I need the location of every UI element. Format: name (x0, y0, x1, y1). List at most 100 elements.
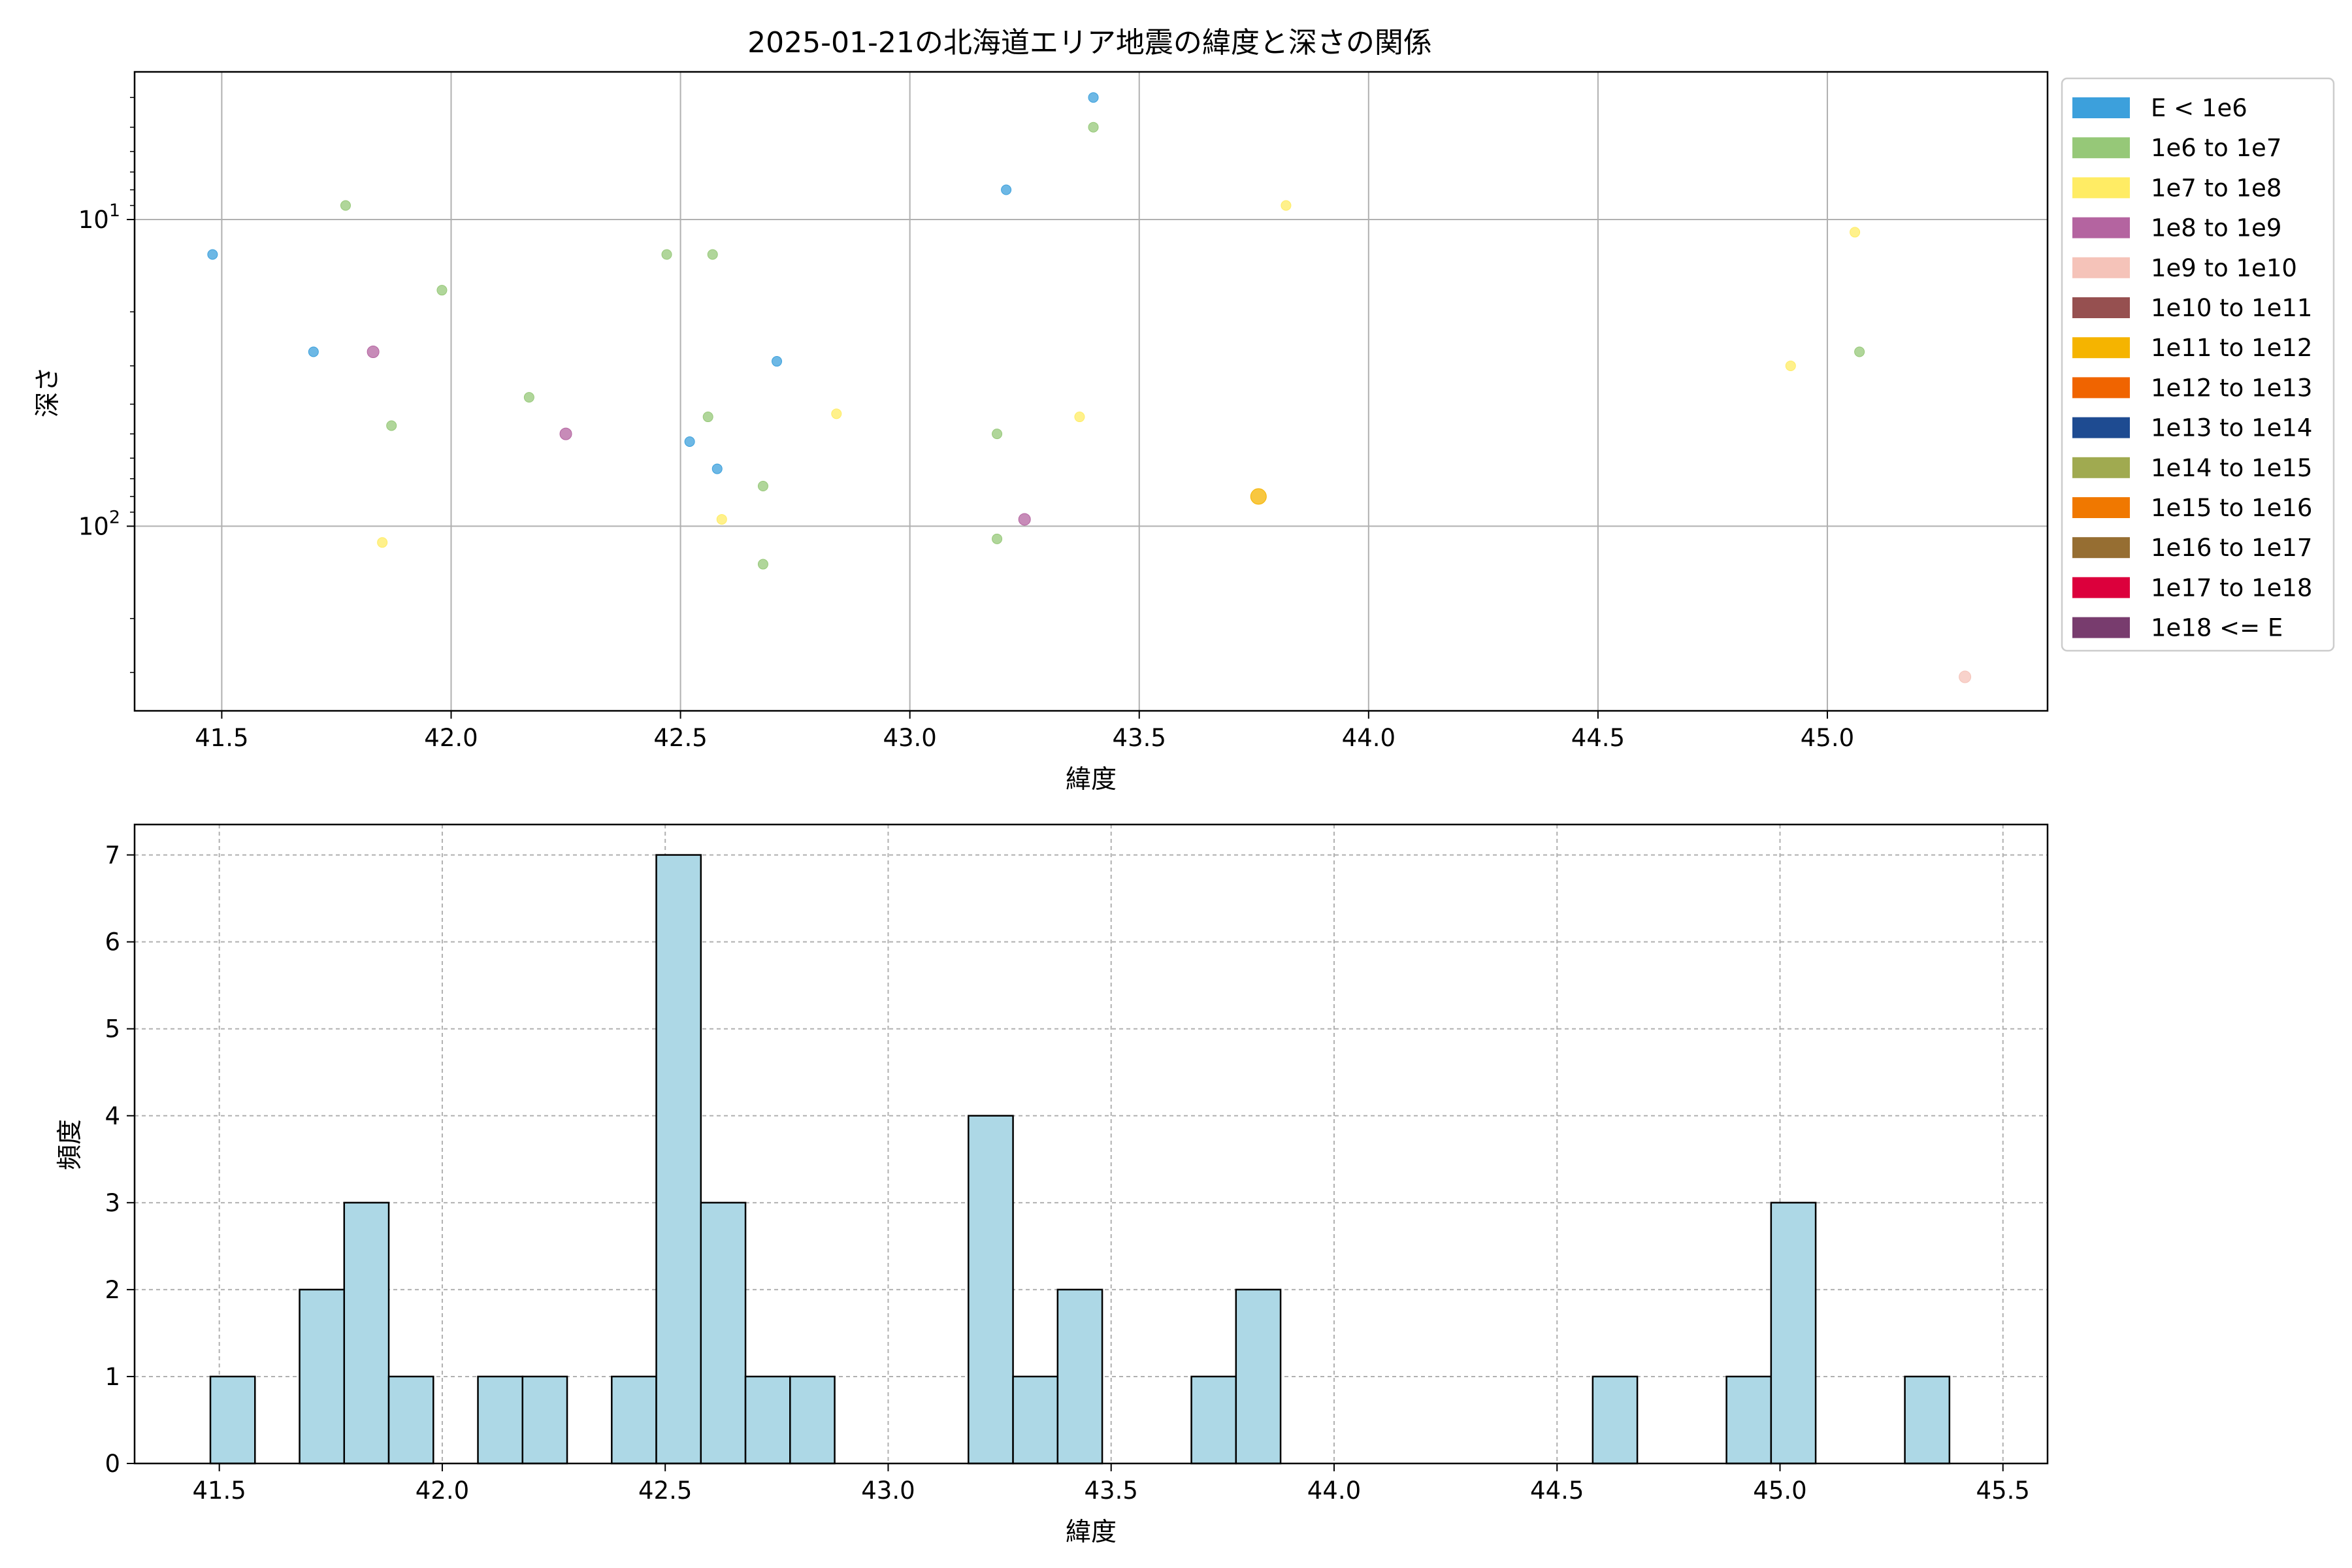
scatter-x-tick-label: 42.0 (424, 724, 478, 752)
histogram-plot-area (133, 823, 2049, 1465)
scatter-point (1088, 92, 1099, 103)
scatter-plot-area (133, 71, 2049, 712)
histogram-bar (1235, 1288, 1282, 1465)
scatter-point (386, 420, 397, 431)
histogram-bar (1012, 1375, 1059, 1465)
histogram-bar (744, 1375, 791, 1465)
histogram-bar (343, 1201, 390, 1465)
scatter-point (1250, 488, 1267, 505)
scatter-point (207, 249, 218, 260)
scatter-point (1001, 184, 1012, 195)
scatter-point (308, 346, 319, 357)
scatter-point (377, 537, 388, 548)
scatter-points (207, 92, 1972, 683)
scatter-y-ticks: 101 102 (78, 97, 135, 674)
legend-frame (2061, 77, 2335, 652)
scatter-x-tick-label: 45.0 (1801, 724, 1854, 752)
legend-label: E < 1e6 (2151, 94, 2247, 122)
histogram-y-tick-label: 0 (105, 1450, 120, 1478)
scatter-point (757, 481, 768, 492)
histogram-x-ticks: 41.5 42.0 42.5 43.0 43.5 44.0 44.5 45.0 45.5 (192, 1463, 2030, 1505)
scatter-point (1959, 670, 1972, 683)
legend-label: 1e14 to 1e15 (2151, 454, 2312, 482)
histogram-bar (611, 1375, 657, 1465)
histogram-bar (209, 1375, 256, 1465)
scatter-point (711, 463, 723, 474)
histogram-bar (968, 1115, 1014, 1465)
scatter-chart: 2025-01-21の北海道エリア地震の緯度と深さの関係 41.5 42.0 42.… (33, 26, 2335, 794)
histogram-bar (655, 854, 702, 1465)
scatter-y-axis-label: 深さ (33, 367, 63, 417)
legend-swatch (2072, 97, 2130, 118)
scatter-point (684, 436, 695, 447)
legend-label: 1e7 to 1e8 (2151, 174, 2281, 202)
legend: E < 1e6 1e6 to 1e7 1e7 to 1e8 1e8 to 1e9 1e9… (2061, 77, 2335, 652)
histogram-bar (1725, 1375, 1772, 1465)
scatter-point (661, 249, 672, 260)
legend-label: 1e12 to 1e13 (2151, 374, 2312, 402)
scatter-title: 2025-01-21の北海道エリア地震の緯度と深さの関係 (747, 26, 1432, 59)
scatter-point (559, 427, 572, 440)
legend-label: 1e6 to 1e7 (2151, 134, 2281, 162)
scatter-point (772, 356, 783, 367)
histogram-x-tick-label: 44.0 (1307, 1477, 1361, 1505)
scatter-x-tick-label: 41.5 (195, 724, 248, 752)
scatter-point (1018, 513, 1031, 526)
legend-label: 1e9 to 1e10 (2151, 254, 2297, 282)
histogram-y-tick-label: 4 (105, 1102, 120, 1130)
legend-swatch (2072, 297, 2130, 318)
scatter-point (340, 200, 351, 211)
scatter-point (757, 559, 768, 570)
histogram-bar (700, 1201, 747, 1465)
scatter-point (436, 285, 448, 296)
scatter-point (707, 249, 718, 260)
legend-swatch (2072, 417, 2130, 438)
scatter-point (367, 345, 380, 358)
histogram-y-tick-label: 3 (105, 1189, 120, 1217)
scatter-point (1785, 360, 1796, 371)
legend-swatch (2072, 177, 2130, 199)
histogram-bar (387, 1375, 434, 1465)
histogram-y-axis-label: 頻度 (56, 1119, 85, 1170)
scatter-grid (135, 72, 2048, 711)
histogram-x-tick-label: 43.5 (1085, 1477, 1138, 1505)
scatter-point (1088, 122, 1099, 133)
legend-label: 1e10 to 1e11 (2151, 294, 2312, 322)
histogram-chart: 41.5 42.0 42.5 43.0 43.5 44.0 44.5 45.0 45.5 0 1 2… (56, 823, 2049, 1547)
histogram-x-tick-label: 42.0 (416, 1477, 469, 1505)
scatter-x-tick-label: 44.5 (1571, 724, 1625, 752)
histogram-x-axis-label: 緯度 (1066, 1518, 1117, 1547)
scatter-point (1854, 346, 1865, 357)
histogram-bars (209, 854, 1951, 1465)
scatter-x-ticks: 41.5 42.0 42.5 43.0 43.5 44.0 44.5 45.0 (195, 711, 1854, 752)
histogram-x-tick-label: 42.5 (638, 1477, 692, 1505)
legend-swatch (2072, 217, 2130, 238)
legend-label: 1e18 <= E (2151, 614, 2283, 642)
scatter-point (1281, 200, 1292, 211)
histogram-bar (299, 1288, 346, 1465)
histogram-x-tick-label: 45.0 (1753, 1477, 1806, 1505)
scatter-x-tick-label: 44.0 (1342, 724, 1396, 752)
legend-swatch (2072, 457, 2130, 478)
histogram-y-tick-label: 5 (105, 1015, 120, 1043)
legend-label: 1e15 to 1e16 (2151, 494, 2312, 522)
legend-swatch (2072, 497, 2130, 518)
histogram-bar (1904, 1375, 1951, 1465)
legend-swatch (2072, 337, 2130, 359)
scatter-x-tick-label: 43.5 (1113, 724, 1166, 752)
legend-label: 1e17 to 1e18 (2151, 574, 2312, 602)
scatter-point (831, 408, 842, 419)
histogram-bar (1770, 1201, 1817, 1465)
legend-label: 1e8 to 1e9 (2151, 214, 2281, 242)
histogram-y-tick-label: 2 (105, 1276, 120, 1304)
legend-swatch (2072, 577, 2130, 598)
histogram-x-tick-label: 44.5 (1530, 1477, 1584, 1505)
scatter-point (523, 392, 534, 403)
scatter-x-tick-label: 42.5 (653, 724, 707, 752)
histogram-x-tick-label: 43.0 (861, 1477, 915, 1505)
legend-label: 1e13 to 1e14 (2151, 414, 2312, 442)
histogram-bar (1190, 1375, 1237, 1465)
legend-items: E < 1e6 1e6 to 1e7 1e7 to 1e8 1e8 to 1e9 1e9… (2072, 94, 2312, 642)
scatter-point (992, 429, 1003, 440)
